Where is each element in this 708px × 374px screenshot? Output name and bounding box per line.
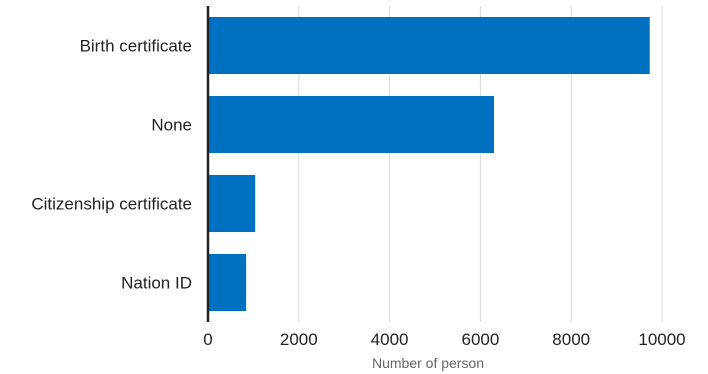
category-label: Nation ID [121,274,192,293]
category-labels: Birth certificate None Citizenship certifi… [31,37,192,293]
x-tick-label: 2000 [280,330,318,349]
bar-citizenship-certificate [208,175,256,232]
bar-none [208,96,495,153]
category-label: None [151,116,192,135]
category-label: Citizenship certificate [31,195,192,214]
bar-nation-id [208,254,247,311]
x-axis-title: Number of person [372,355,484,371]
x-tick-label: 0 [203,330,212,349]
x-tick-label: 8000 [552,330,590,349]
x-tick-label: 4000 [371,330,409,349]
x-tick-label: 6000 [461,330,499,349]
x-tick-label: 10000 [638,330,685,349]
x-tick-labels: 0 2000 4000 6000 8000 10000 [203,330,685,349]
bar-birth-certificate [208,17,650,74]
category-label: Birth certificate [80,37,192,56]
bars [208,17,650,311]
